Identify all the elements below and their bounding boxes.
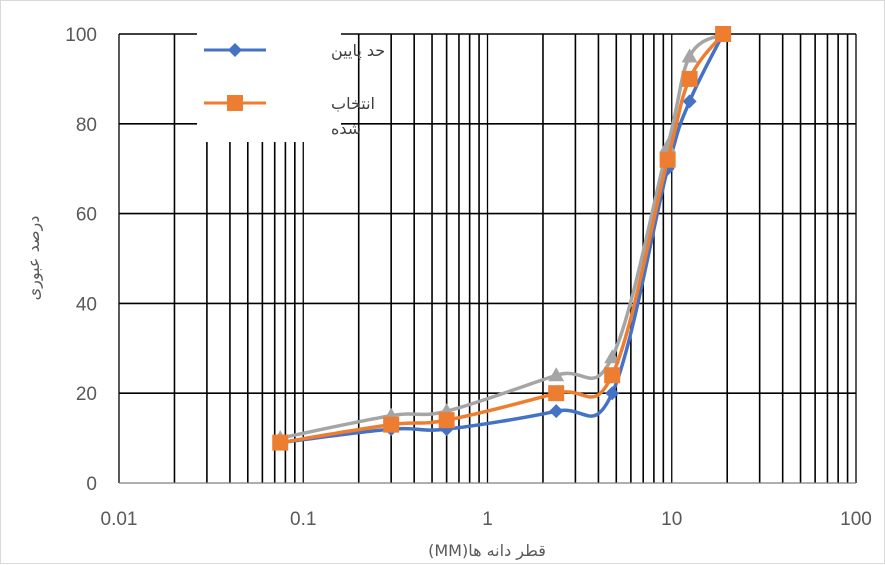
data-point-square [604, 367, 621, 384]
x-tick-label: 0.1 [290, 509, 316, 530]
y-tick-label: 80 [76, 115, 97, 136]
legend-background [197, 30, 341, 142]
data-point-square [548, 385, 565, 402]
data-point-triangle [548, 367, 565, 382]
y-tick-label: 60 [76, 205, 97, 226]
y-tick-label: 100 [65, 25, 97, 46]
x-tick-label: 0.01 [101, 509, 138, 530]
series-line-diamond [280, 33, 725, 445]
tick-labels: 0.01 0.1 1 10 100 0 20 40 60 80 100 [65, 25, 872, 530]
y-tick-label: 40 [76, 294, 97, 315]
data-point-square [681, 70, 698, 87]
data-point-triangle [604, 349, 621, 364]
series-lines [272, 26, 732, 451]
x-tick-label: 10 [661, 509, 682, 530]
x-axis-title: قطر دانه ها(MM) [428, 541, 546, 561]
data-point-triangle [681, 48, 698, 63]
legend-label-selected-line1: انتخاب [331, 94, 375, 113]
data-point-diamond [682, 94, 697, 109]
x-tick-label: 100 [840, 509, 872, 530]
y-axis-title: درصد عبوری [24, 216, 44, 301]
data-point-diamond [549, 404, 564, 419]
x-tick-label: 1 [482, 509, 493, 530]
legend: حد پایین انتخاب شده [197, 30, 385, 142]
data-point-square [383, 416, 400, 433]
legend-marker-selected [227, 95, 243, 111]
data-point-square [659, 151, 676, 168]
legend-label-selected-line2: شده [331, 119, 361, 138]
legend-label-lower-limit: حد پایین [331, 41, 385, 61]
legend-marker-lower-limit [228, 43, 242, 57]
y-tick-label: 0 [86, 474, 97, 495]
data-point-square [272, 434, 289, 451]
data-point-square [715, 26, 732, 42]
y-tick-label: 20 [76, 384, 97, 405]
data-point-diamond [605, 386, 620, 401]
data-point-square [438, 412, 455, 429]
